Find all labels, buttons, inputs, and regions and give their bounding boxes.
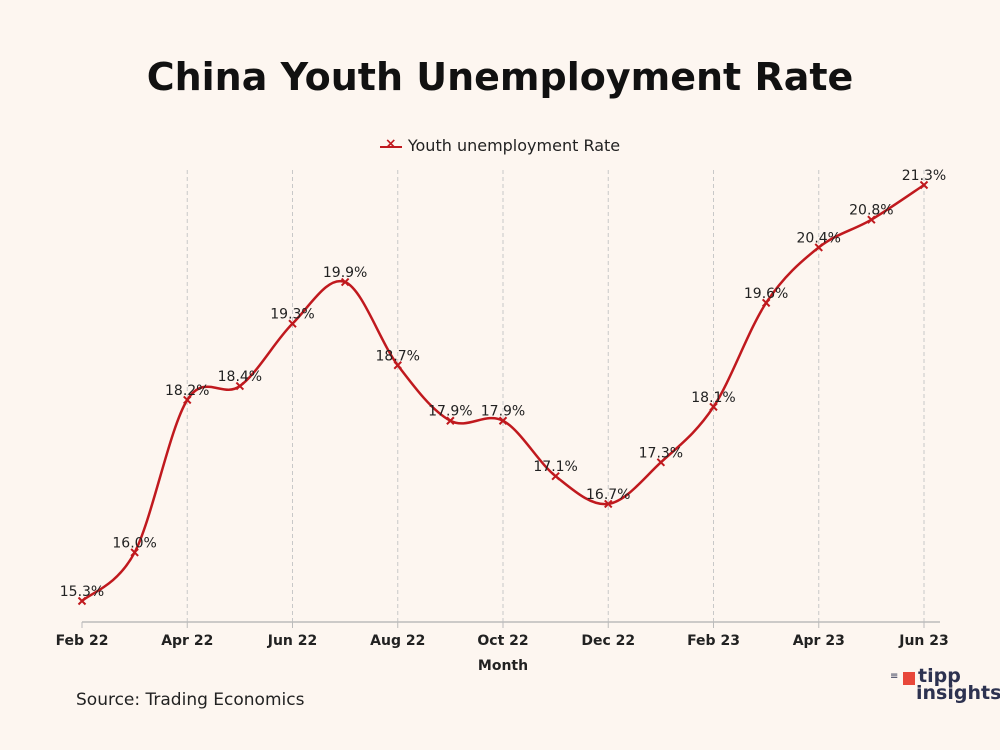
x-tick-label: Jun 23 xyxy=(898,633,949,649)
x-tick-label: Feb 23 xyxy=(687,633,740,649)
data-label: 17.9% xyxy=(481,404,525,420)
data-label: 18.1% xyxy=(691,390,735,406)
data-point xyxy=(235,381,245,391)
data-label: 17.9% xyxy=(428,404,472,420)
data-label: 18.7% xyxy=(376,348,420,364)
data-point xyxy=(709,402,718,412)
data-point xyxy=(340,277,350,287)
data-label: 18.2% xyxy=(165,383,209,399)
data-label: 15.3% xyxy=(60,584,104,600)
data-label: 16.0% xyxy=(112,535,156,551)
data-label: 20.4% xyxy=(797,230,841,246)
legend-swatch xyxy=(379,136,402,152)
data-label: 17.3% xyxy=(639,445,683,461)
data-point xyxy=(919,180,929,190)
data-point xyxy=(814,243,823,252)
data-point xyxy=(393,361,402,370)
data-label: 18.4% xyxy=(218,369,262,385)
x-tick-label: Feb 22 xyxy=(56,633,109,649)
data-label: 19.9% xyxy=(323,265,367,281)
source-note: Source: Trading Economics xyxy=(76,690,305,710)
data-point xyxy=(77,596,87,606)
data-label: 16.7% xyxy=(586,487,630,503)
data-point xyxy=(130,548,139,557)
data-point xyxy=(551,471,560,481)
data-label: 21.3% xyxy=(902,168,946,184)
x-axis-label: Month xyxy=(478,658,528,674)
legend-label: Youth unemployment Rate xyxy=(407,136,621,155)
data-label: 17.1% xyxy=(533,459,577,475)
data-point xyxy=(498,416,508,425)
x-tick-label: Apr 23 xyxy=(793,633,845,649)
x-tick-label: Apr 22 xyxy=(161,633,213,649)
x-tick-label: Dec 22 xyxy=(581,633,635,649)
data-point xyxy=(288,319,297,328)
data-point xyxy=(656,458,666,467)
x-tick-label: Oct 22 xyxy=(477,633,528,649)
data-point xyxy=(183,395,192,405)
data-point xyxy=(761,298,771,308)
data-point xyxy=(446,416,455,425)
data-label: 19.3% xyxy=(270,307,314,323)
chart-title: China Youth Unemployment Rate xyxy=(146,55,854,99)
data-label: 20.8% xyxy=(849,203,893,219)
tipp-insights-logo: ≡ tipp insights xyxy=(890,665,1000,704)
data-label: 19.6% xyxy=(744,286,788,302)
data-point xyxy=(604,499,613,509)
legend: Youth unemployment Rate xyxy=(0,136,1000,155)
data-point xyxy=(867,215,876,224)
x-tick-label: Aug 22 xyxy=(370,633,425,649)
x-tick-label: Jun 22 xyxy=(267,633,318,649)
